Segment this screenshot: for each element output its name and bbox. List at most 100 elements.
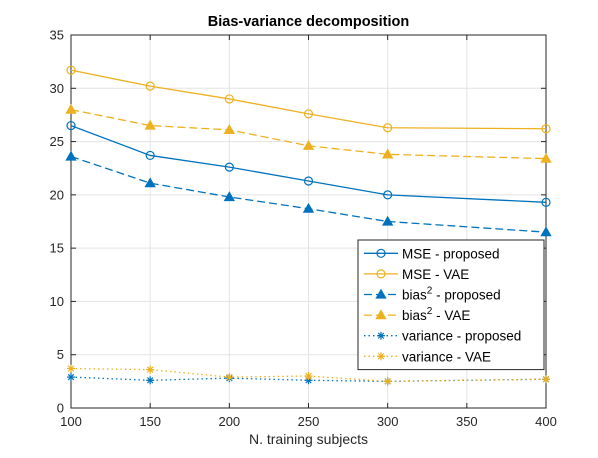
legend-label-rest: - proposed [432,288,500,303]
y-tick-label: 25 [50,134,64,149]
data-point [540,152,552,163]
legend-marker [377,352,385,361]
x-tick-label: 400 [535,414,557,429]
data-point [223,124,235,134]
data-point [382,148,394,159]
star-marker-stroke [146,377,154,384]
data-point [224,94,234,104]
legend-item: MSE - proposed [364,246,500,261]
series-line [70,367,547,383]
legend-label: MSE - VAE [402,267,469,282]
data-point [303,109,314,119]
legend-item: variance - proposed [364,329,521,344]
data-point [541,124,551,134]
legend-marker [375,288,387,299]
star-marker-stroke [377,353,385,360]
legend-label-main: variance - VAE [402,349,491,364]
legend-box [357,239,545,371]
star-marker-stroke [384,378,391,385]
data-point [67,373,75,382]
data-point [304,372,313,381]
series-line [70,376,547,383]
data-point [145,81,155,91]
legend-label: variance - proposed [402,329,521,344]
data-point [66,65,76,75]
x-tick-label: 200 [218,414,240,429]
legend-label-main: variance - proposed [402,329,521,344]
legend-marker [376,269,386,279]
data-point [223,191,235,202]
data-point [383,377,392,386]
series-line [70,108,547,160]
series-4 [65,103,552,163]
legend-item: bias2 - proposed [364,286,501,303]
x-tick-label: 250 [298,414,320,429]
chart-title: Bias-variance decomposition [208,14,409,30]
data-point [145,150,155,161]
y-tick-label: 15 [50,241,64,256]
legend-label: MSE - proposed [402,246,500,261]
x-tick-label: 150 [139,414,161,429]
y-tick-label: 30 [50,81,64,96]
x-axis-label: N. training subjects [249,431,368,447]
legend-label-main: bias [402,288,427,303]
data-point [225,373,234,382]
legend-marker [377,331,385,340]
legend-label: bias2 - VAE [402,306,470,323]
star-marker-stroke [542,376,550,383]
data-point [224,162,234,172]
star-marker-stroke [377,332,385,339]
star-marker-stroke [67,373,75,381]
data-point [383,190,393,200]
y-tick-label: 0 [57,401,64,416]
legend-label-superscript: 2 [427,306,433,317]
data-point [303,176,314,186]
data-point [146,365,155,374]
axis-ticks: 100 150 200 250 300 350 400 0 5 10 15 20 25 30 35 [50,28,557,430]
series-line [70,69,547,130]
series-2 [66,65,551,134]
series-1 [66,120,551,207]
series-3 [65,150,552,237]
series-line [70,155,547,233]
star-marker-stroke [226,373,233,381]
y-tick-label: 35 [50,28,64,43]
data-point [65,103,77,114]
series-line [70,124,547,203]
legend-marker [375,309,387,320]
data-point [146,376,155,385]
data-point [144,177,156,188]
y-tick-label: 20 [50,187,64,202]
legend-label: bias2 - proposed [402,286,501,303]
data-point [66,120,76,131]
data-point [144,119,156,130]
x-tick-label: 300 [377,414,399,429]
x-tick-label: 350 [456,414,478,429]
data-series [65,65,552,386]
legend-marker [376,248,386,258]
legend-label-rest: - VAE [432,308,470,323]
legend-label-main: bias [402,308,427,323]
data-point [67,364,75,373]
legend-label-superscript: 2 [427,286,433,297]
data-point [541,197,551,207]
data-point [302,202,315,213]
legend-label: variance - VAE [402,349,491,364]
data-point [382,215,394,226]
legend-item: MSE - VAE [364,267,469,282]
x-tick-label: 100 [60,414,82,429]
star-marker-stroke [305,372,312,380]
legend-label-main: MSE - VAE [402,267,469,282]
star-marker-stroke [146,366,154,373]
data-point [542,375,550,384]
star-marker-stroke [67,365,75,372]
data-point [383,123,393,133]
data-point [540,226,552,237]
legend-item: bias2 - VAE [364,306,470,323]
data-point [65,150,77,161]
data-point [302,140,315,150]
legend-label-main: MSE - proposed [402,246,500,261]
y-tick-label: 10 [50,294,64,309]
